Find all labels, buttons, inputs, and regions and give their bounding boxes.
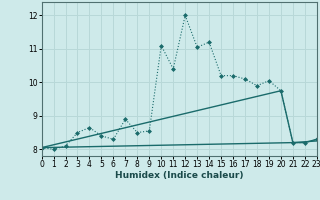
X-axis label: Humidex (Indice chaleur): Humidex (Indice chaleur) [115, 171, 244, 180]
